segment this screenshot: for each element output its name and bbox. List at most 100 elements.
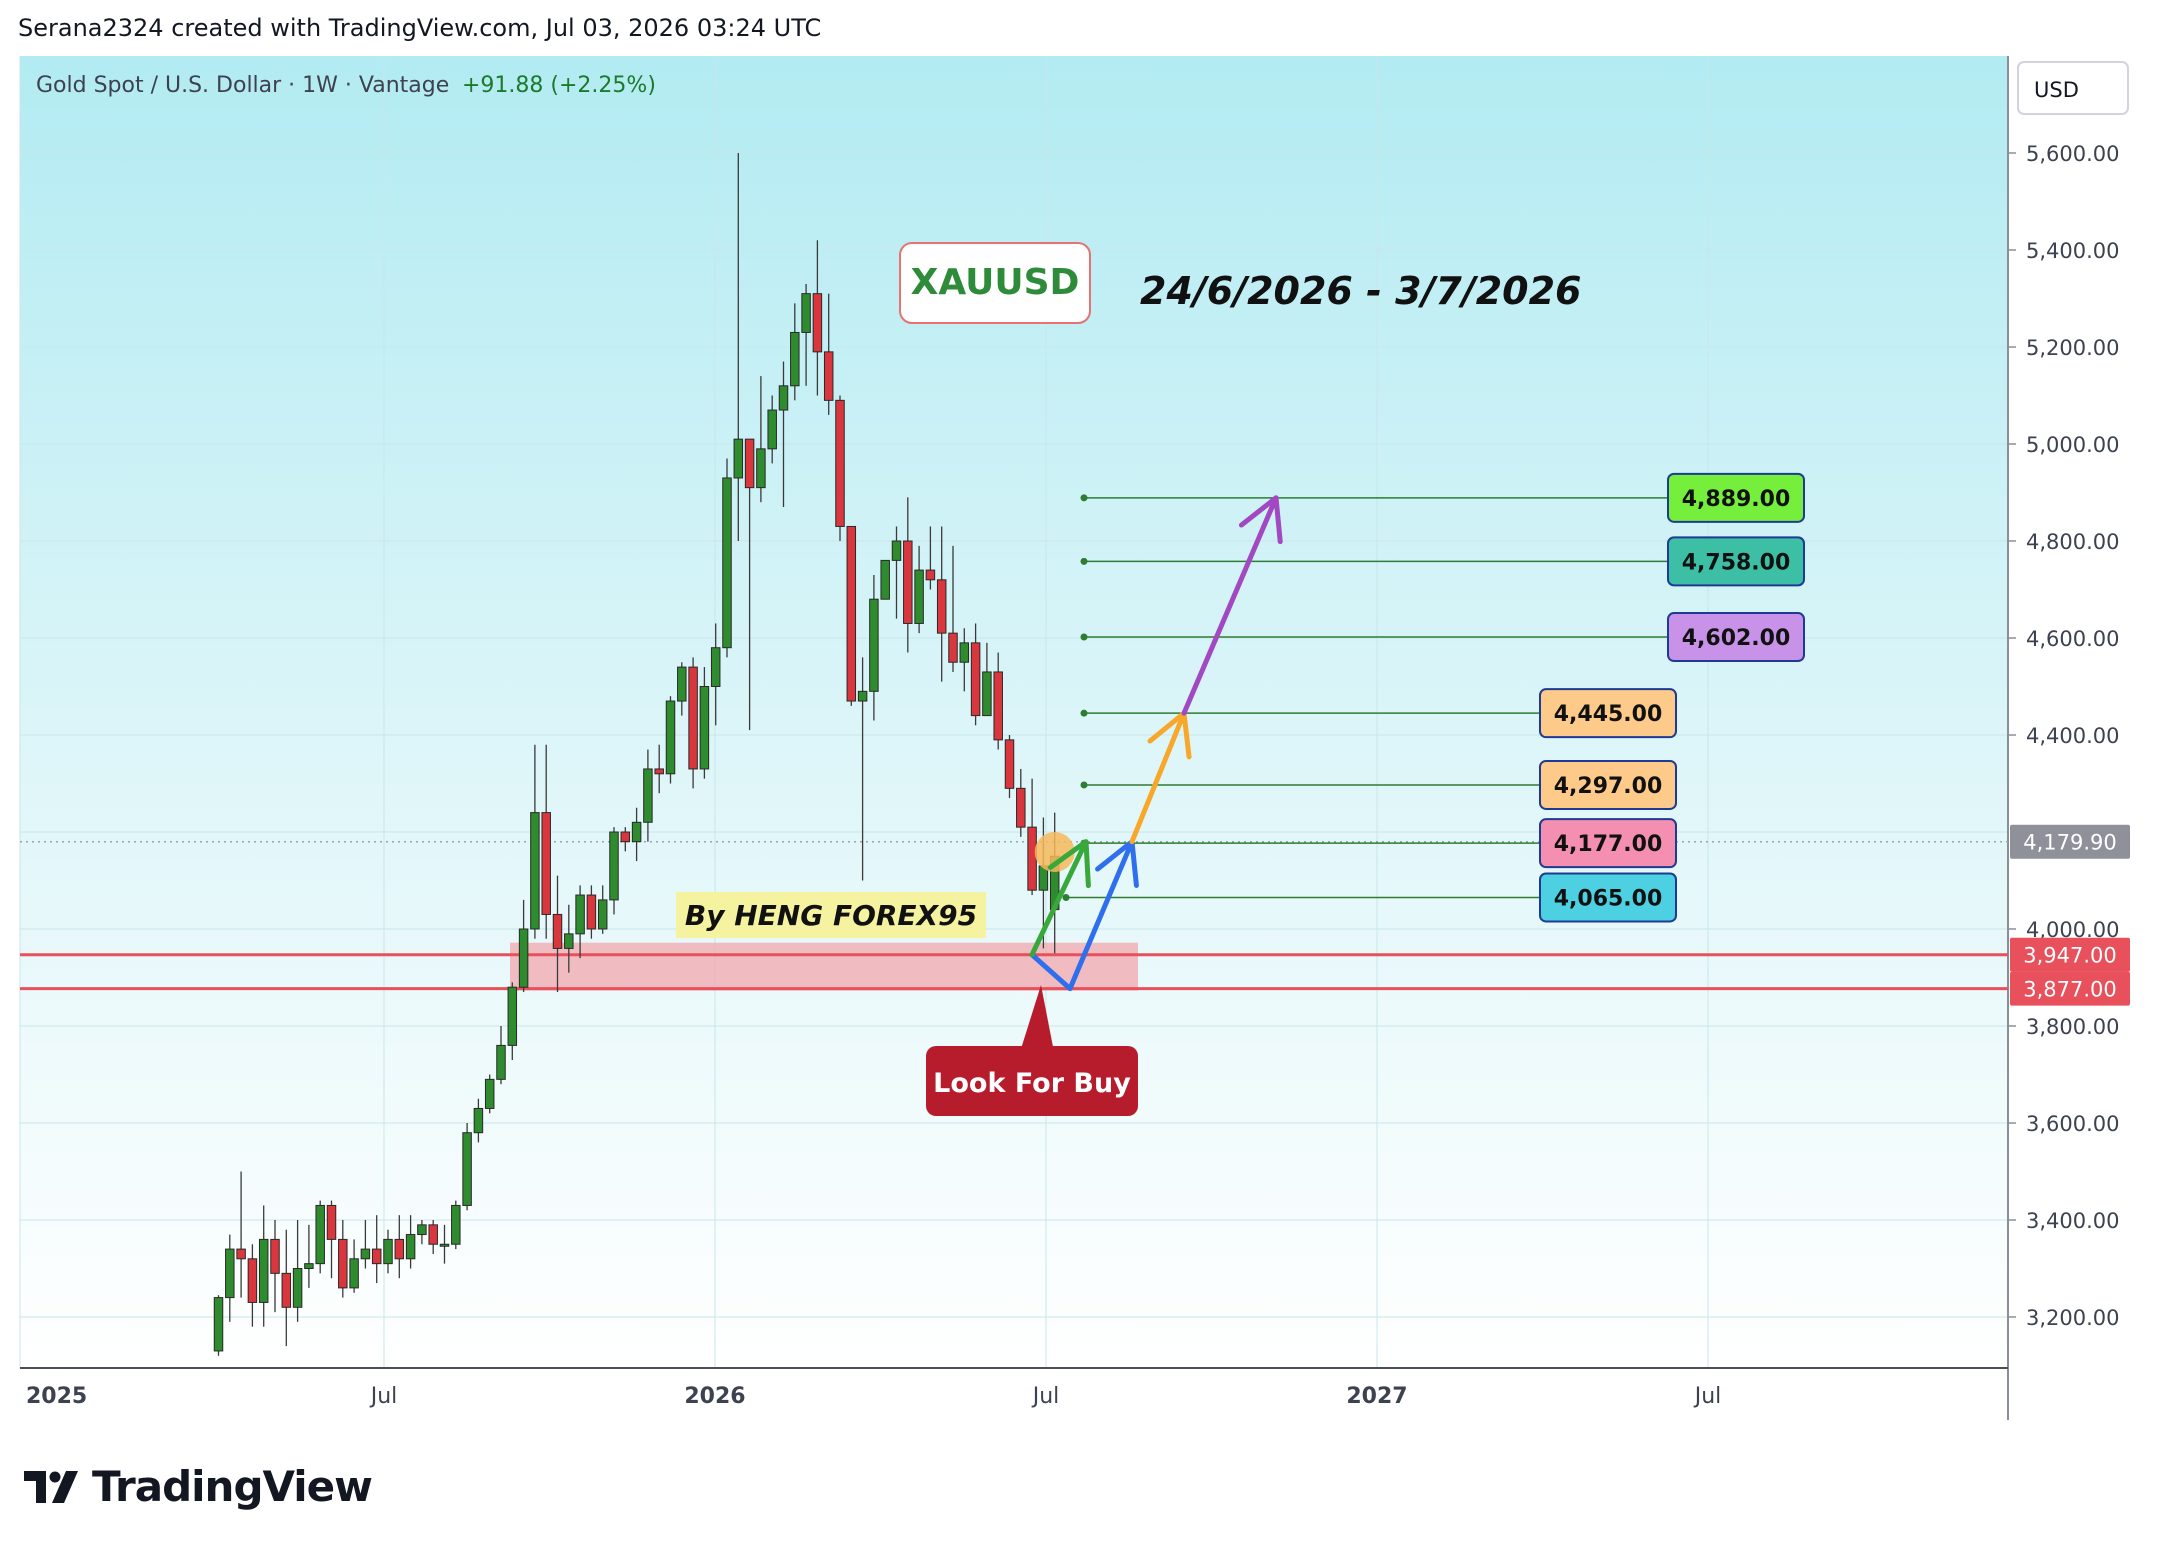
candle-body [597,899,608,930]
target-label-text: 4,758.00 [1682,550,1791,575]
candles [213,153,1060,1356]
time-scale[interactable] [20,1368,2008,1420]
candle-body [654,768,664,775]
target-label-box[interactable] [1667,472,1805,523]
candle-body [699,686,710,770]
target-label-box[interactable] [1667,612,1805,663]
target-label-box[interactable] [1539,872,1677,923]
author-text: By HENG FOREX95 [685,899,977,932]
candle-body [338,1238,348,1289]
price-tick-label: 5,000.00 [2026,433,2120,457]
price-scale[interactable] [2008,56,2134,1420]
candle-body [993,671,1003,741]
candle-body [213,1297,224,1352]
candle-body [439,1243,450,1247]
candle-body [225,1248,235,1299]
time-tick-label: Jul [1031,1384,1060,1409]
candle-body [258,1238,269,1303]
candle-body [801,293,811,333]
projection-arrow-purple [1181,495,1279,716]
candle-body [982,671,992,717]
candle-body [507,986,518,1046]
candle-body [767,409,777,450]
candle-body [394,1238,405,1260]
candle-body [462,1132,472,1206]
time-tick-label: 2027 [1346,1384,1407,1409]
candle-body [564,933,574,949]
price-axis-badges: 4,179.90 3,947.00 3,877.00 [2010,824,2130,1006]
candle-body [292,1268,303,1308]
candle-body [1016,787,1026,828]
target-label-text: 4,602.00 [1682,626,1791,651]
target-label-box[interactable] [1539,688,1677,739]
candle-body [247,1258,258,1303]
candle-body [496,1044,506,1080]
candle-body [428,1224,438,1245]
price-tick-label: 5,600.00 [2026,142,2120,166]
target-label-box[interactable] [1539,818,1677,869]
symbol-legend[interactable]: Gold Spot / U.S. Dollar · 1W · Vantage [36,73,449,98]
target-label-box[interactable] [1539,759,1677,810]
tradingview-logo[interactable]: TradingView [24,1462,373,1511]
ticker-annotation[interactable]: XAUUSD [899,242,1091,324]
price-change: +91.88 (+2.25%) [462,73,656,98]
time-tick-label: 2025 [26,1384,87,1409]
candle-body [1027,826,1037,891]
support-lines [20,953,2008,991]
callout-text: Look For Buy [933,1068,1131,1099]
candle-body [880,559,890,600]
candle-body [236,1248,246,1260]
price-tick-label: 3,400.00 [2026,1209,2120,1233]
target-label-text: 4,889.00 [1682,487,1791,512]
candle-body [451,1204,461,1245]
time-tick-label: Jul [369,1384,398,1409]
candle-body [665,700,676,775]
target-dot [1080,781,1088,789]
candle-body [744,438,755,489]
price-tick-label: 5,400.00 [2026,239,2120,263]
candle-body [405,1234,416,1260]
candle-body [326,1204,337,1240]
candle-body [756,448,766,489]
ticker-text: XAUUSD [911,262,1080,303]
candle-body [823,351,834,401]
chart-credit: Serana2324 created with TradingView.com,… [18,14,822,42]
projection-arrows [1029,495,1283,992]
projection-arrow-blue [1029,839,1135,992]
date-range-annotation[interactable]: 24/6/2026 - 3/7/2026 [1140,269,1581,313]
currency-button[interactable]: USD [2017,61,2129,115]
currency-label: USD [2034,78,2079,102]
candle-body [948,632,958,663]
candle-body [575,894,585,935]
projection-arrow-green-head [1047,839,1091,889]
current-price-badge-bg [2010,824,2130,859]
projection-arrow-orange [1129,710,1187,845]
candle-body [812,293,823,353]
target-dot [1080,709,1088,717]
price-tick-label: 3,200.00 [2026,1306,2120,1330]
target-dot [1062,893,1070,901]
support-upper-badge: 3,947.00 [2023,944,2117,968]
highlight-circle [1034,832,1075,872]
candle-body [778,385,789,411]
candle-body [914,569,924,624]
support-lower-badge-bg [2010,971,2130,1006]
candle-body [383,1238,393,1265]
author-annotation[interactable]: By HENG FOREX95 [676,892,986,938]
candle-body [710,647,721,688]
candle-body [518,928,529,988]
price-tick-label: 3,800.00 [2026,1015,2120,1039]
time-axis-labels: 2025 Jul 2026 Jul 2027 Jul [26,1384,1721,1409]
candle-body [484,1078,495,1109]
candle-body [677,666,687,702]
support-lower-badge: 3,877.00 [2023,978,2117,1002]
candle-body [846,525,857,702]
target-label-box[interactable] [1667,536,1805,587]
look-for-buy-callout[interactable]: Look For Buy [926,985,1138,1116]
candle-body [631,821,642,843]
target-dot [1080,633,1088,641]
candle-body [925,569,936,581]
candle-body [790,331,800,387]
tradingview-logo-text: TradingView [92,1462,373,1511]
